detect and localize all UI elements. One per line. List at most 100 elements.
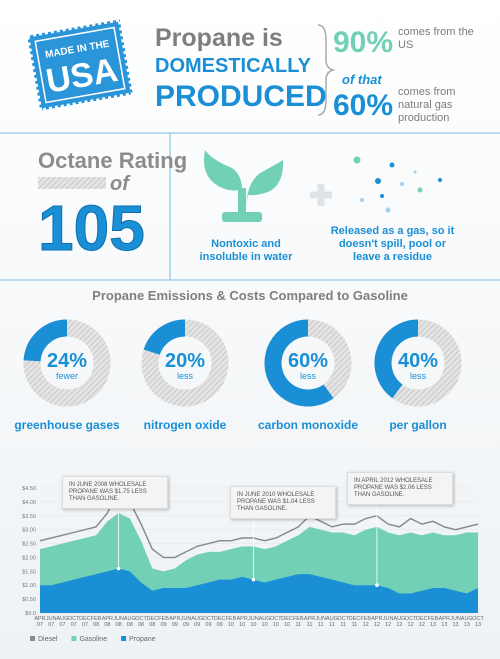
legend-label: Diesel [38, 636, 58, 643]
donut-value: 60% [288, 350, 328, 372]
x-tick-label: OCT 11 [337, 616, 350, 628]
x-tick-label: AUG 09 [191, 616, 204, 628]
stat-value: 60% [333, 89, 393, 122]
donut-value: 24% [47, 350, 87, 372]
headline: Propane is [155, 24, 283, 52]
donut-name: greenhouse gases [14, 418, 120, 432]
donut-value: 20% [165, 350, 205, 372]
x-tick-label: APR 08 [101, 616, 114, 628]
x-tick-label: JUN 11 [315, 616, 327, 628]
donut-name: per gallon [389, 418, 446, 432]
feature-text: Nontoxic and insoluble in water [199, 238, 293, 263]
x-tick-label: AUG 12 [393, 616, 406, 628]
x-tick-label: JUN 07 [45, 616, 57, 628]
x-tick-label: FEB 09 [158, 616, 169, 628]
plant-icon [203, 150, 284, 222]
x-tick-label: OCT 13 [472, 616, 484, 628]
feature-text: Released as a gas, so it doesn't spill, … [330, 225, 455, 263]
legend-label: Propane [129, 636, 156, 643]
x-tick-label: AUG 07 [56, 616, 69, 628]
x-tick-label: OCT 12 [404, 616, 417, 628]
y-tick-label: $3.00 [22, 528, 36, 534]
donut-qualifier: fewer [56, 371, 78, 381]
donut-qualifier: less [177, 371, 194, 381]
donut-arc [23, 319, 68, 362]
legend-swatch [71, 636, 77, 641]
x-tick-label: FEB 11 [292, 616, 304, 628]
octane-label: Octane Rating [38, 148, 187, 173]
x-tick-label: APR 07 [34, 616, 46, 628]
y-tick-label: $0.0 [25, 611, 36, 617]
x-tick-label: APR 10 [236, 616, 248, 628]
plus [310, 184, 332, 206]
donut-arc [374, 319, 419, 399]
stat-text: comes from the US [398, 26, 474, 51]
donut-name: carbon monoxide [258, 418, 358, 432]
hatch [38, 177, 106, 189]
stat-value: 90% [333, 26, 393, 59]
donut-qualifier: less [410, 371, 427, 381]
y-tick-label: $4.00 [22, 500, 36, 506]
x-tick-label: JUN 13 [450, 616, 461, 628]
y-tick-label: $4.50 [22, 486, 36, 492]
x-tick-label: OCT 08 [135, 616, 147, 628]
x-tick-label: AUG 10 [258, 616, 271, 628]
x-tick-label: DEC 08 [146, 616, 159, 628]
x-tick-label: AUG 13 [460, 616, 473, 628]
y-tick-label: $0.50 [22, 597, 36, 603]
donut-qualifier: less [300, 371, 317, 381]
x-tick-label: DEC 11 [348, 616, 361, 628]
x-tick-label: DEC 09 [213, 616, 226, 628]
x-tick-label: APR 11 [303, 616, 316, 628]
headline: PRODUCED [155, 80, 327, 113]
callout: IN JUNE 2010 WHOLESALE PROPANE WAS $1.04… [230, 486, 336, 519]
x-tick-label: FEB 12 [360, 616, 372, 628]
x-tick-label: DEC 10 [281, 616, 293, 628]
connector: of that [342, 72, 382, 87]
octane-of: of [110, 173, 131, 195]
y-tick-label: $3.50 [22, 514, 36, 520]
x-tick-label: AUG 11 [326, 616, 338, 628]
x-tick-label: OCT 07 [67, 616, 80, 628]
section-title: Propane Emissions & Costs Compared to Ga… [92, 288, 408, 303]
callout-dot [375, 583, 379, 588]
x-tick-label: JUN 12 [382, 616, 394, 628]
callout: IN APRIL 2012 WHOLESALE PROPANE WAS $2.0… [347, 472, 453, 505]
x-tick-label: APR 13 [438, 616, 450, 628]
brace [317, 24, 336, 116]
x-tick-label: JUN 10 [248, 616, 259, 628]
x-tick-label: FEB 08 [90, 616, 102, 628]
x-tick-label: JUN 09 [180, 616, 192, 628]
y-tick-label: $2.00 [22, 555, 36, 561]
donut-name: nitrogen oxide [144, 418, 227, 432]
x-tick-label: DEC 12 [416, 616, 428, 628]
y-tick-label: $1.00 [22, 583, 36, 589]
donut-arc [143, 319, 186, 356]
donut-arc [264, 319, 334, 407]
x-tick-label: OCT 09 [202, 616, 215, 628]
donut-value: 40% [398, 350, 438, 372]
octane-value: 105 [38, 192, 145, 264]
gas-dots [353, 156, 442, 213]
x-tick-label: DEC 07 [79, 616, 91, 628]
callout-dot [251, 577, 256, 582]
x-tick-label: APR 09 [169, 616, 181, 628]
legend-swatch [30, 636, 35, 641]
x-tick-label: JUN 08 [113, 616, 124, 628]
area [40, 568, 478, 613]
headline: DOMESTICALLY [155, 55, 312, 77]
x-tick-label: APR 12 [371, 616, 383, 628]
x-tick-label: AUG 08 [123, 616, 136, 628]
stamp: MADE IN THE USA [24, 17, 136, 113]
legend-swatch [121, 636, 127, 641]
y-tick-label: $2.50 [22, 542, 36, 548]
x-tick-label: FEB 13 [427, 616, 439, 628]
stat-text: comes from natural gas production [398, 86, 456, 124]
callout: IN JUNE 2008 WHOLESALE PROPANE WAS $1.75… [62, 476, 168, 509]
legend-label: Gasoline [79, 636, 107, 643]
callout-dot [116, 566, 121, 571]
x-tick-label: FEB 10 [225, 616, 237, 628]
x-tick-label: OCT 10 [270, 616, 282, 628]
